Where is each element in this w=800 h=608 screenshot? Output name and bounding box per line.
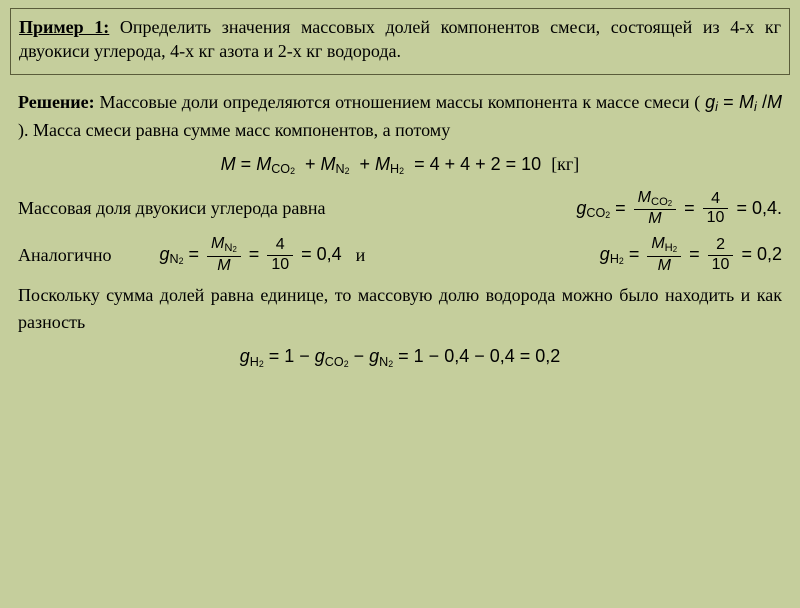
inline-formula: gi = Mi /M (705, 92, 782, 112)
mass-values: = 4 + 4 + 2 = 10 (414, 154, 541, 174)
row-co2: Массовая доля двуокиси углерода равна gC… (18, 190, 782, 228)
eq-h2: gH2 = MH2M = 210 = 0,2 (600, 236, 782, 274)
diff-equation: gH2 = 1 − gCO2 − gN2 = 1 − 0,4 − 0,4 = 0… (18, 346, 782, 368)
problem-title: Пример 1: (19, 17, 109, 37)
mass-sum-equation: M = MCO2 + MN2 + MH2 = 4 + 4 + 2 = 10 [к… (18, 154, 782, 176)
n2-result: = 0,4 (301, 244, 342, 264)
eq-co2: gCO2 = MCO2M = 410 = 0,4. (576, 190, 782, 228)
problem-box: Пример 1: Определить значения массовых д… (10, 8, 790, 75)
p2: Массовая доля двуокиси углерода равна (18, 198, 325, 219)
and-word: и (356, 245, 366, 266)
p3: Аналогично (18, 245, 111, 266)
solution-body: Решение: Массовые доли определяются отно… (0, 89, 800, 369)
p1-before: Массовые доли определяются отношением ма… (99, 92, 700, 112)
solution-p1: Решение: Массовые доли определяются отно… (18, 89, 782, 144)
diff-values: = 1 − 0,4 − 0,4 = 0,2 (398, 346, 560, 366)
mass-unit: [кг] (551, 154, 579, 174)
eq-n2: gN2 = MN2M = 410 = 0,4 (159, 236, 341, 274)
h2-result: = 0,2 (741, 244, 782, 264)
problem-text: Определить значения массовых долей компо… (19, 17, 781, 61)
p1-after: ). Масса смеси равна сумме масс компонен… (18, 120, 450, 140)
p4: Поскольку сумма долей равна единице, то … (18, 282, 782, 336)
co2-result: = 0,4. (736, 198, 782, 218)
solution-label: Решение: (18, 92, 95, 112)
row-n2-h2: Аналогично gN2 = MN2M = 410 = 0,4 и gH2 … (18, 236, 782, 274)
